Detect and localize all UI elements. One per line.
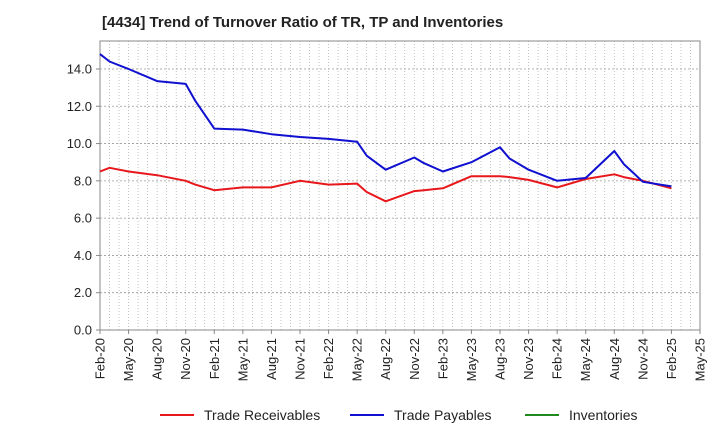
x-tick-label: Aug-24 xyxy=(607,338,622,380)
y-tick-label: 2.0 xyxy=(74,285,92,300)
legend-label-trade-receivables: Trade Receivables xyxy=(204,407,321,423)
series-line-trade-payables xyxy=(99,53,672,188)
legend-item-trade-receivables: Trade Receivables xyxy=(160,405,320,425)
legend-label-inventories: Inventories xyxy=(569,407,638,423)
x-tick-label: Nov-21 xyxy=(293,338,308,380)
x-tick-label: Feb-24 xyxy=(550,338,565,379)
x-tick-label: Aug-20 xyxy=(150,338,165,380)
y-tick-label: 4.0 xyxy=(74,248,92,263)
y-tick-label: 10.0 xyxy=(67,136,92,151)
chart-title: [4434] Trend of Turnover Ratio of TR, TP… xyxy=(102,14,504,31)
x-tick-label: Nov-23 xyxy=(521,338,536,380)
x-tick-label: Feb-22 xyxy=(321,338,336,379)
x-tick-label: Nov-22 xyxy=(407,338,422,380)
x-tick-label: May-21 xyxy=(235,338,250,381)
x-tick-label: Nov-24 xyxy=(635,338,650,380)
x-tick-label: May-25 xyxy=(693,338,708,381)
x-tick-label: Aug-23 xyxy=(493,338,508,380)
legend-swatch-trade-payables xyxy=(350,414,384,416)
legend-item-trade-payables: Trade Payables xyxy=(350,405,492,425)
x-tick-label: Feb-25 xyxy=(664,338,679,379)
x-tick-label: May-23 xyxy=(464,338,479,381)
x-tick-label: May-24 xyxy=(578,338,593,381)
legend-swatch-trade-receivables xyxy=(160,414,194,416)
legend-item-inventories: Inventories xyxy=(525,405,637,425)
y-tick-label: 0.0 xyxy=(74,323,92,338)
x-tick-label: Nov-20 xyxy=(178,338,193,380)
legend-swatch-inventories xyxy=(525,414,559,416)
x-tick-label: May-20 xyxy=(121,338,136,381)
x-tick-label: Feb-20 xyxy=(93,338,108,379)
x-tick-label: May-22 xyxy=(350,338,365,381)
x-tick-label: Feb-23 xyxy=(435,338,450,379)
y-tick-label: 6.0 xyxy=(74,211,92,226)
legend: Trade Receivables Trade Payables Invento… xyxy=(0,405,720,425)
x-tick-label: Aug-22 xyxy=(378,338,393,380)
y-tick-label: 12.0 xyxy=(67,99,92,114)
series-lines xyxy=(99,53,672,203)
grid-lines xyxy=(100,41,700,330)
x-tick-label: Feb-21 xyxy=(207,338,222,379)
series-line-trade-receivables xyxy=(99,166,672,203)
y-tick-label: 8.0 xyxy=(74,173,92,188)
axes: 0.0 2.0 4.0 6.0 8.0 10.0 12.0 14.0 Feb-20 May-20 A… xyxy=(67,40,708,381)
y-tick-label: 14.0 xyxy=(67,61,92,76)
x-tick-label: Aug-21 xyxy=(264,338,279,380)
plot-frame xyxy=(99,40,701,331)
legend-label-trade-payables: Trade Payables xyxy=(394,407,492,423)
